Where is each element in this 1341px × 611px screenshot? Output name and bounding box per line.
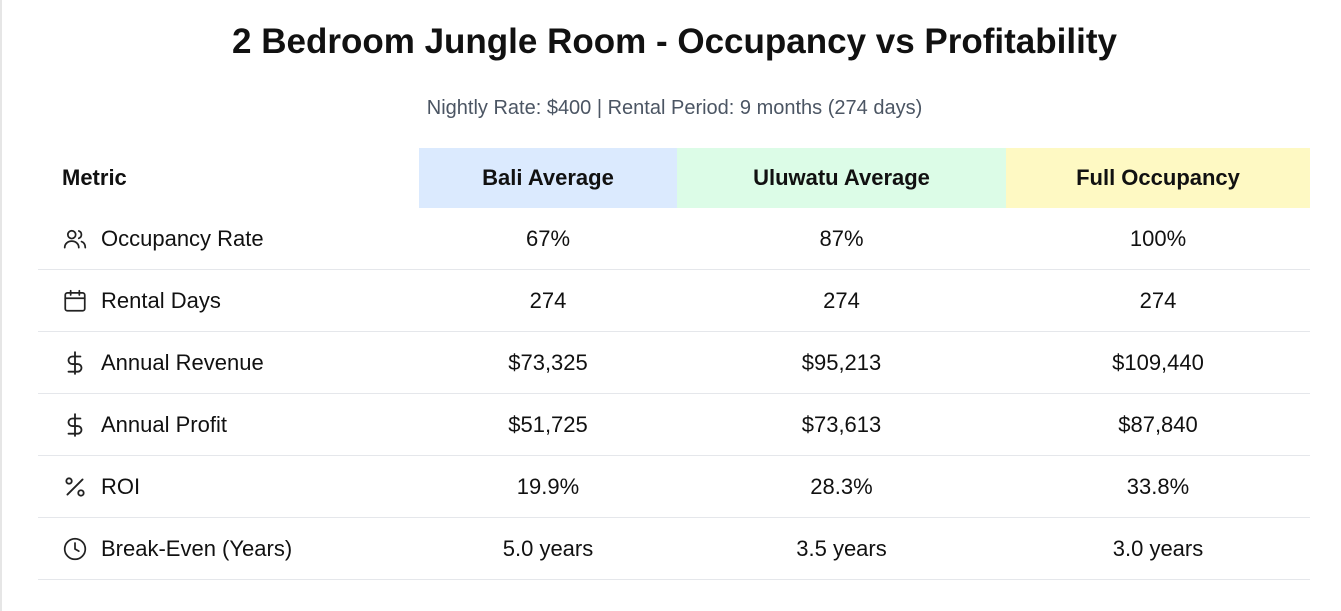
value-full: 100% (1006, 208, 1310, 270)
table-header-row: Metric Bali Average Uluwatu Average Full… (38, 148, 1310, 208)
metric-cell: Annual Profit (38, 393, 419, 456)
column-header-uluwatu-average: Uluwatu Average (677, 148, 1006, 208)
value-uluwatu: 3.5 years (677, 517, 1006, 580)
value-bali: 5.0 years (419, 517, 677, 580)
value-bali: $51,725 (419, 393, 677, 456)
calendar-icon (62, 288, 88, 314)
column-header-bali-average: Bali Average (419, 148, 677, 208)
table-row: Rental Days 274 274 274 (38, 269, 1310, 332)
page-subtitle: Nightly Rate: $400 | Rental Period: 9 mo… (426, 97, 923, 119)
value-uluwatu: 274 (677, 269, 1006, 332)
window-edge (0, 0, 2, 611)
value-bali: 274 (419, 269, 677, 332)
value-full: $109,440 (1006, 331, 1310, 394)
clock-icon (62, 536, 88, 562)
comparison-table: Metric Bali Average Uluwatu Average Full… (38, 148, 1310, 580)
value-full: 274 (1006, 269, 1310, 332)
metric-label: Rental Days (101, 287, 221, 313)
value-uluwatu: $73,613 (677, 393, 1006, 456)
metric-cell: Occupancy Rate (38, 208, 419, 270)
column-header-metric: Metric (38, 148, 419, 208)
table-row: ROI 19.9% 28.3% 33.8% (38, 455, 1310, 518)
value-uluwatu: 28.3% (677, 455, 1006, 518)
page-title: 2 Bedroom Jungle Room - Occupancy vs Pro… (232, 22, 1117, 61)
table-row: Break-Even (Years) 5.0 years 3.5 years 3… (38, 517, 1310, 580)
metric-label: Occupancy Rate (101, 225, 264, 251)
metric-label: Annual Revenue (101, 349, 264, 375)
metric-cell: Rental Days (38, 269, 419, 332)
percent-icon (62, 474, 88, 500)
metric-cell: Annual Revenue (38, 331, 419, 394)
value-bali: 67% (419, 208, 677, 270)
table-row: Occupancy Rate 67% 87% 100% (38, 208, 1310, 270)
value-full: 3.0 years (1006, 517, 1310, 580)
value-uluwatu: $95,213 (677, 331, 1006, 394)
table-row: Annual Profit $51,725 $73,613 $87,840 (38, 393, 1310, 456)
value-full: $87,840 (1006, 393, 1310, 456)
metric-label: Annual Profit (101, 411, 227, 437)
dollar-icon (62, 412, 88, 438)
value-uluwatu: 87% (677, 208, 1006, 270)
users-icon (62, 226, 88, 252)
dollar-icon (62, 350, 88, 376)
metric-label: Break-Even (Years) (101, 535, 293, 561)
value-bali: $73,325 (419, 331, 677, 394)
table-row: Annual Revenue $73,325 $95,213 $109,440 (38, 331, 1310, 394)
column-header-full-occupancy: Full Occupancy (1006, 148, 1310, 208)
value-full: 33.8% (1006, 455, 1310, 518)
metric-label: ROI (101, 473, 141, 499)
value-bali: 19.9% (419, 455, 677, 518)
metric-cell: ROI (38, 455, 419, 518)
metric-cell: Break-Even (Years) (38, 517, 419, 580)
